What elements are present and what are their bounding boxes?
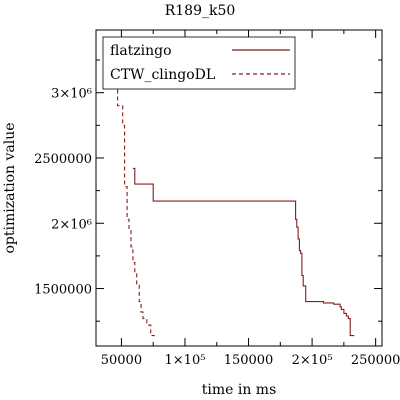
x-tick-label: 250000 [351,353,400,368]
legend: flatzingo CTW_clingoDL [102,36,296,90]
x-axis-label: time in ms [202,382,277,398]
y-tick-label: 3×10⁶ [51,87,92,102]
y-tick-label: 1500000 [34,283,92,298]
legend-box [102,36,296,90]
x-tick-label: 1×10⁵ [165,353,206,368]
y-tick-label: 2×10⁶ [51,217,92,232]
plot-lines [115,63,355,337]
x-tick-label: 2×10⁵ [292,353,333,368]
series-line-flatzingo [132,167,355,337]
chart-title: R189_k50 [165,3,236,19]
tick-labels: 50000 1×10⁵ 150000 2×10⁵ 250000 1500000 2×10⁶ 2… [34,87,400,368]
y-axis-label: optimization value [2,122,18,253]
y-tick-label: 2500000 [34,152,92,167]
x-tick-label: 150000 [224,353,274,368]
plot-frame [95,29,383,347]
x-tick-label: 50000 [101,353,142,368]
series-line-ctw-clingodl [115,63,155,337]
axis-ticks [96,30,382,346]
legend-label-ctw-clingodl: CTW_clingoDL [110,67,215,83]
legend-label-flatzingo: flatzingo [110,43,172,59]
